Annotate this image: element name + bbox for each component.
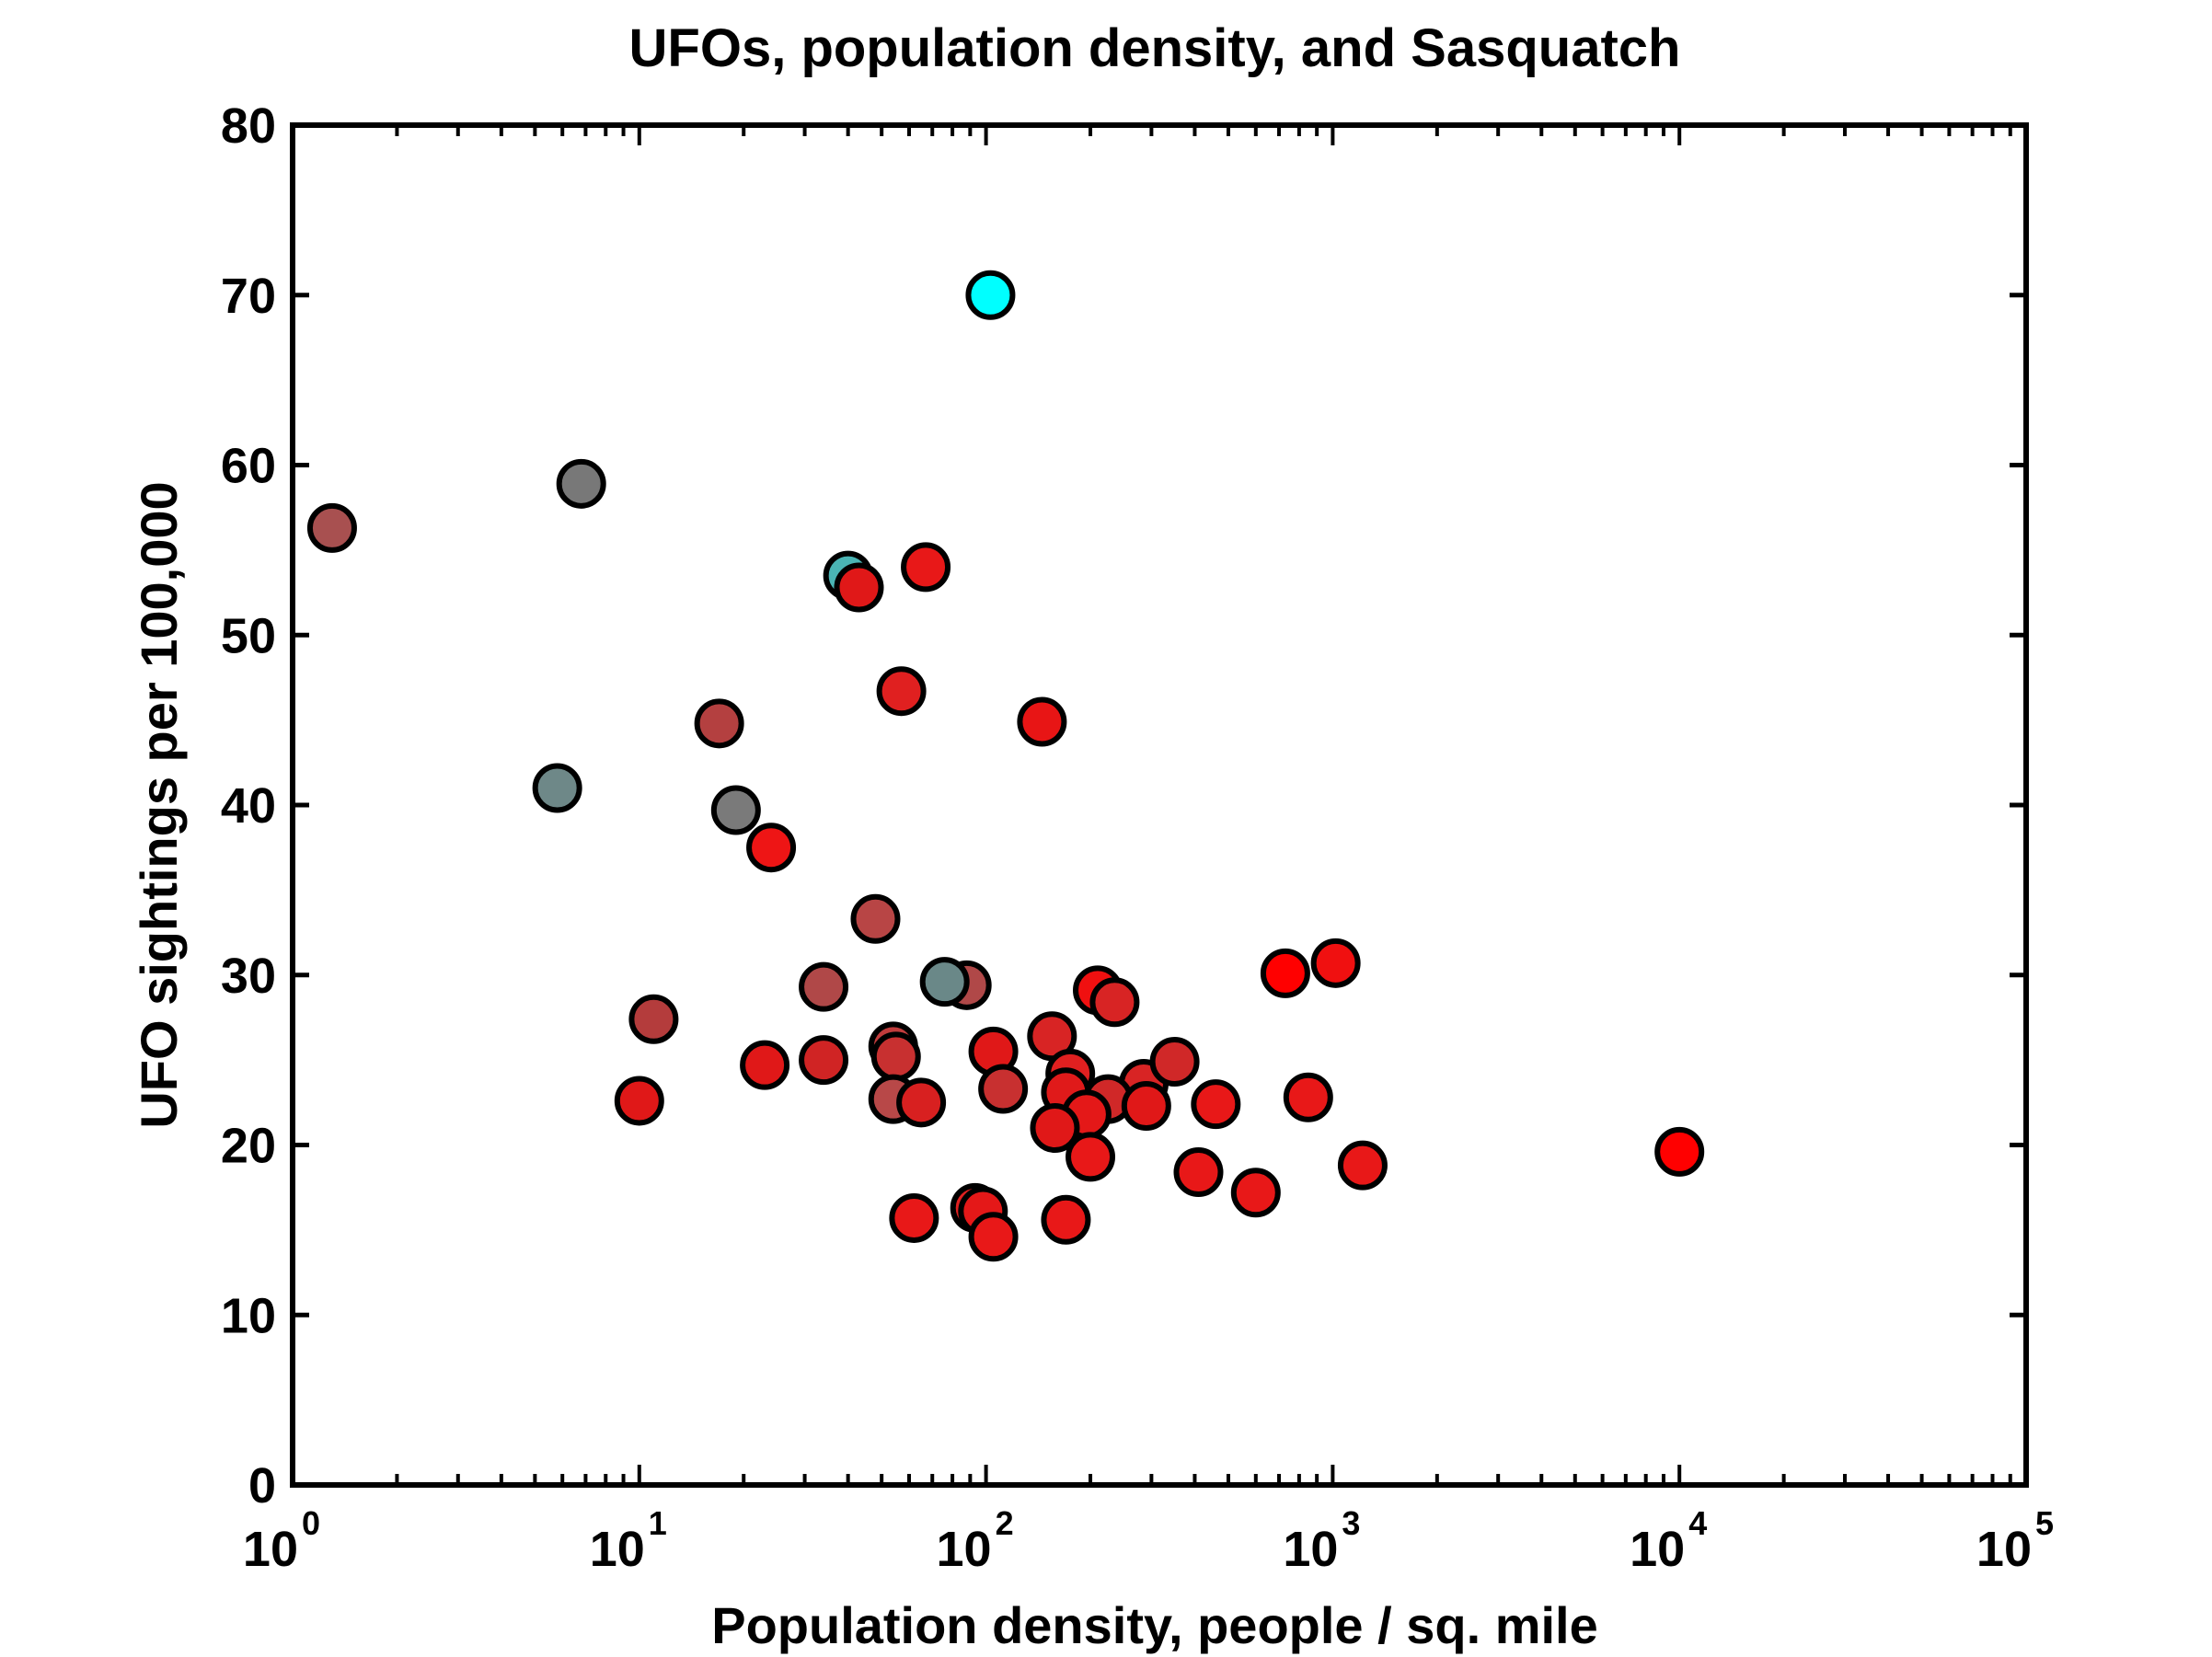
x-tick-base: 10	[590, 1522, 645, 1577]
x-tick-base: 10	[1630, 1522, 1685, 1577]
data-point	[1041, 1194, 1091, 1245]
data-points	[306, 270, 1705, 1262]
data-point	[740, 1040, 790, 1090]
x-axis-label: Population density, people / sq. mile	[711, 1596, 1598, 1654]
data-point	[1017, 696, 1067, 747]
data-point	[1283, 1072, 1333, 1122]
data-point	[850, 893, 901, 944]
data-point	[1337, 1140, 1388, 1191]
data-point	[306, 502, 357, 553]
data-point	[1230, 1168, 1281, 1218]
x-tick-exponent: 5	[2035, 1504, 2054, 1542]
x-tick-label: 10 1	[590, 1504, 667, 1577]
y-axis-label: UFO sightings per 100,000	[130, 481, 188, 1128]
data-point	[799, 961, 849, 1012]
data-point	[710, 785, 761, 835]
x-tick-exponent: 3	[1342, 1504, 1360, 1542]
data-point	[1030, 1103, 1080, 1154]
y-tick-label: 80	[221, 98, 276, 154]
data-point	[896, 1077, 947, 1128]
data-point	[556, 458, 606, 509]
data-point	[799, 1035, 849, 1086]
x-tick-exponent: 4	[1688, 1504, 1707, 1542]
x-tick-base: 10	[243, 1522, 298, 1577]
data-point	[1260, 948, 1310, 998]
data-point	[978, 1064, 1029, 1114]
data-point	[919, 957, 970, 1007]
data-point	[1173, 1147, 1224, 1198]
data-point	[1089, 977, 1140, 1028]
y-tick-label: 30	[221, 949, 276, 1004]
x-tick-exponent: 0	[302, 1504, 320, 1542]
data-point	[694, 698, 744, 749]
data-point	[1121, 1081, 1171, 1132]
data-point	[901, 542, 951, 593]
x-tick-base: 10	[1976, 1522, 2032, 1577]
x-tick-exponent: 1	[649, 1504, 667, 1542]
data-point	[614, 1076, 664, 1126]
y-tick-label: 70	[221, 269, 276, 324]
x-tick-label: 10 4	[1630, 1504, 1707, 1577]
data-point	[1310, 938, 1361, 988]
data-point	[876, 666, 927, 717]
y-tick-label: 60	[221, 439, 276, 494]
data-point	[965, 270, 1016, 320]
x-tick-label: 10 3	[1283, 1504, 1360, 1577]
data-point	[1149, 1036, 1200, 1087]
y-tick-label: 0	[248, 1458, 276, 1513]
y-tick-label: 50	[221, 608, 276, 663]
data-point	[746, 823, 797, 873]
x-tick-label: 10 2	[937, 1504, 1014, 1577]
data-point	[628, 994, 679, 1044]
y-tick-label: 20	[221, 1119, 276, 1174]
y-tick-label: 40	[221, 778, 276, 834]
data-point	[870, 1031, 921, 1082]
chart-title: UFOs, population density, and Sasquatch	[629, 18, 1681, 78]
x-tick-exponent: 2	[996, 1504, 1014, 1542]
data-point	[968, 1212, 1019, 1262]
data-point	[1066, 1132, 1116, 1182]
x-tick-label: 10 5	[1976, 1504, 2054, 1577]
plot-frame	[290, 122, 2029, 1488]
x-tick-base: 10	[937, 1522, 992, 1577]
x-tick-base: 10	[1283, 1522, 1338, 1577]
x-tick-label: 10 0	[243, 1504, 320, 1577]
data-point	[1191, 1079, 1241, 1130]
y-tick-label: 10	[221, 1288, 276, 1343]
data-point	[1654, 1126, 1705, 1177]
data-point	[834, 562, 884, 613]
data-point	[532, 763, 582, 813]
data-point	[889, 1192, 939, 1243]
